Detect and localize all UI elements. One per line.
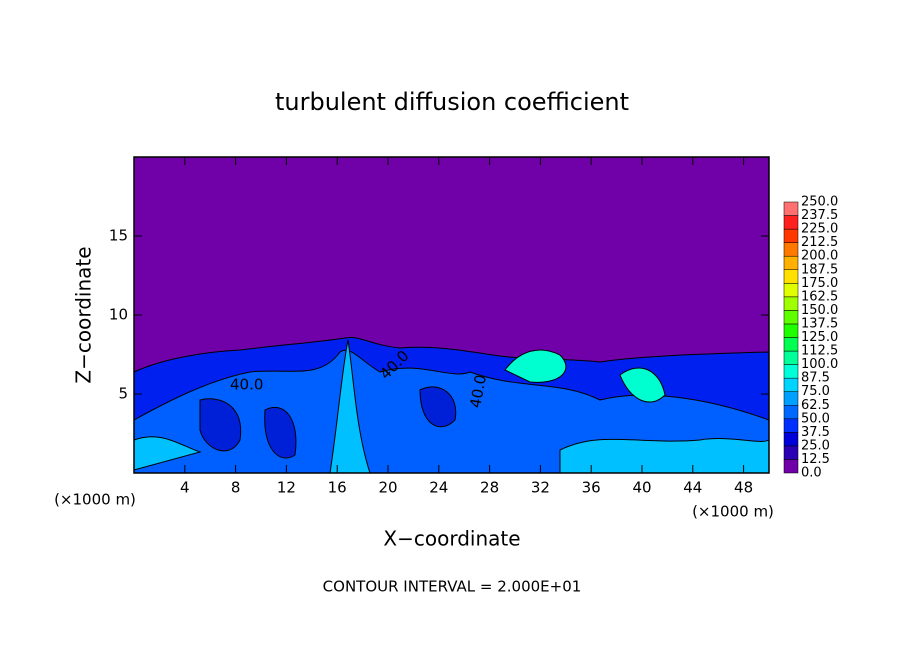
colorbar-bin — [783, 337, 799, 352]
colorbar-label: 175.0 — [801, 276, 838, 291]
colorbar-bin — [783, 432, 799, 447]
colorbar-label: 112.5 — [801, 344, 838, 359]
colorbar-bin — [783, 350, 799, 365]
colorbar-label: 137.5 — [801, 316, 838, 331]
colorbar-bin — [783, 418, 799, 433]
x-tick-label: 48 — [734, 479, 753, 497]
chart-title: turbulent diffusion coefficient — [275, 88, 629, 116]
y-tick-label: 5 — [118, 385, 128, 403]
colorbar-bin — [783, 201, 799, 216]
y-tick-label: 15 — [109, 227, 128, 245]
x-axis-label: X−coordinate — [383, 527, 520, 551]
colorbar-bin — [783, 228, 799, 243]
colorbar-bin — [783, 283, 799, 298]
colorbar-label: 75.0 — [801, 384, 830, 399]
x-tick-label: 8 — [231, 479, 241, 497]
colorbar-label: 37.5 — [801, 425, 830, 440]
contour-label: 40.0 — [230, 376, 263, 394]
colorbar-bin — [783, 377, 799, 392]
x-tick-label: 24 — [429, 479, 448, 497]
colorbar-bin — [783, 445, 799, 460]
colorbar-label: 200.0 — [801, 249, 838, 264]
y-tick-label: 10 — [109, 306, 128, 324]
colorbar-bin — [783, 405, 799, 420]
x-tick-label: 20 — [378, 479, 397, 497]
contour-label: 40.0 — [466, 373, 490, 409]
colorbar-label: 125.0 — [801, 330, 838, 345]
colorbar-label: 150.0 — [801, 303, 838, 318]
x-tick-label: 32 — [531, 479, 550, 497]
colorbar-bin — [783, 242, 799, 257]
colorbar-bin — [783, 215, 799, 230]
colorbar-label: 87.5 — [801, 371, 830, 386]
field-region — [199, 386, 457, 459]
x-unit-label: (×1000 m) — [54, 491, 136, 509]
colorbar-label: 50.0 — [801, 411, 830, 426]
colorbar-label: 225.0 — [801, 222, 838, 237]
colorbar-bin — [783, 296, 799, 311]
colorbar-label: 12.5 — [801, 452, 830, 467]
field-region — [133, 339, 770, 474]
colorbar-label: 0.0 — [801, 466, 822, 481]
plot-area — [133, 157, 770, 474]
colorbar-bin — [783, 310, 799, 325]
colorbar-bin — [783, 459, 799, 474]
x-tick-label: 12 — [277, 479, 296, 497]
footer-note: CONTOUR INTERVAL = 2.000E+01 — [323, 578, 582, 596]
colorbar-label: 187.5 — [801, 262, 838, 277]
colorbar-label: 250.0 — [801, 195, 838, 210]
x-tick-label: 44 — [683, 479, 702, 497]
colorbar-label: 212.5 — [801, 235, 838, 250]
x-tick-label: 40 — [632, 479, 651, 497]
x-tick-label: 4 — [180, 479, 190, 497]
colorbar-bin — [783, 269, 799, 284]
colorbar-label: 100.0 — [801, 357, 838, 372]
colorbar-label: 62.5 — [801, 398, 830, 413]
colorbar-bin — [783, 391, 799, 406]
colorbar-bin — [783, 255, 799, 271]
x-tick-label: 28 — [480, 479, 499, 497]
colorbar-bin — [783, 364, 799, 379]
x-unit-label: (×1000 m) — [692, 503, 774, 521]
x-tick-label: 16 — [328, 479, 347, 497]
field-region — [504, 349, 666, 403]
colorbar-label: 237.5 — [801, 208, 838, 223]
colorbar-bin — [783, 323, 799, 338]
colorbar-label: 162.5 — [801, 289, 838, 304]
y-axis-label: Z−coordinate — [72, 246, 96, 383]
x-tick-label: 36 — [582, 479, 601, 497]
colorbar-label: 25.0 — [801, 438, 830, 453]
